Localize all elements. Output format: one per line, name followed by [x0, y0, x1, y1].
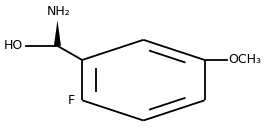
Text: OCH₃: OCH₃ — [228, 54, 261, 67]
Text: HO: HO — [4, 39, 23, 52]
Text: F: F — [68, 94, 75, 107]
Polygon shape — [54, 20, 61, 46]
Text: NH₂: NH₂ — [47, 5, 70, 18]
